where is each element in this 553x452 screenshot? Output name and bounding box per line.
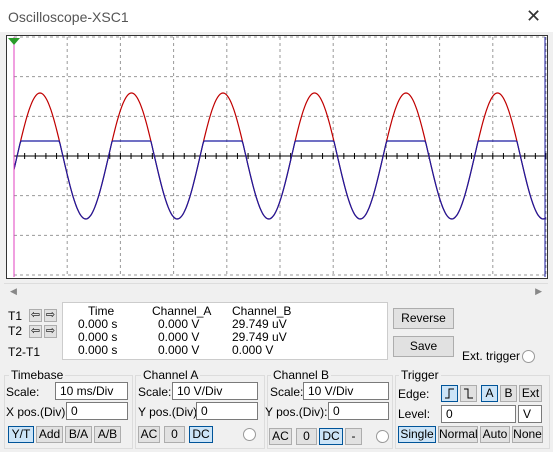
source-button[interactable]: B [500,385,517,402]
ext-trigger-radio[interactable] [522,350,535,363]
source-button[interactable]: A [481,385,498,402]
edge-rising[interactable] [441,385,458,402]
coupling-button[interactable]: 0 [164,426,185,443]
coupling-button[interactable]: DC [189,426,213,443]
readout-value: 0.000 V [158,317,200,331]
readout-value: 0.000 V [232,343,274,357]
readout-value: 29.749 uV [232,317,287,331]
cursor-label: T1 [8,309,23,323]
group-title: Channel A [141,368,201,382]
coupling-button[interactable]: - [345,428,362,445]
coupling-button[interactable]: AC [269,428,292,445]
column-header: Channel_A [152,304,212,318]
trigger-mode[interactable]: Normal [438,426,478,443]
readout-value: 0.000 s [78,317,118,331]
scrollbar[interactable]: ◀ ▶ [4,283,548,298]
level-unit[interactable]: V [518,405,542,423]
field-label: Scale: [270,385,304,399]
field-label: Y pos.(Div): [138,405,201,419]
source-button[interactable]: Ext [519,385,542,402]
readout-value: 29.749 uV [232,330,287,344]
coupling-button[interactable]: AC [138,426,160,443]
ext-trigger-label: Ext. trigger [462,349,521,363]
group-box [395,375,550,449]
channel-radio[interactable] [376,430,389,443]
cursor-label: T2-T1 [8,345,41,359]
xpos-input[interactable]: 0 [66,402,128,420]
scope-screen [6,35,548,279]
mode-button[interactable]: Y/T [8,426,34,443]
field-label: Scale: [138,385,172,399]
coupling-button[interactable]: 0 [296,428,317,445]
mode-button[interactable]: A/B [94,426,121,443]
field-label: Y pos.(Div): [265,405,328,419]
readout-value: 0.000 V [158,343,200,357]
channel-b-trace [13,140,547,220]
scale-input[interactable]: 10 V/Div [172,382,258,400]
scale-input[interactable]: 10 ms/Div [55,382,128,400]
screen-border [6,35,548,279]
readout-table [62,302,388,360]
readout-value: 0.000 V [158,330,200,344]
cursor-left[interactable]: ⇦ [29,325,42,338]
trigger-mode[interactable]: None [512,426,543,443]
group-title: Timebase [9,368,66,382]
field-label: Level: [398,407,431,421]
close-button[interactable]: ✕ [526,6,542,26]
ypos-input[interactable]: 0 [328,402,389,420]
edge-falling[interactable] [460,385,477,402]
field-label: Edge: [398,387,430,401]
readout-value: 0.000 s [78,343,118,357]
cursor-handle [8,38,20,45]
group-title: Channel B [271,368,332,382]
level-input[interactable]: 0 [441,405,516,423]
cursor-right[interactable]: ⇨ [44,309,57,322]
save-button[interactable]: Save [393,336,454,357]
cursor-label: T2 [8,324,23,338]
ypos-input[interactable]: 0 [196,402,258,420]
scale-input[interactable]: 10 V/Div [303,382,389,400]
field-label: Scale: [6,385,40,399]
column-header: Channel_B [232,304,292,318]
group-box [4,375,133,449]
cursor-left[interactable]: ⇦ [29,309,42,322]
cursor-right[interactable]: ⇨ [44,325,57,338]
readout-value: 0.000 s [78,330,118,344]
reverse-button[interactable]: Reverse [393,308,454,329]
trigger-mode[interactable]: Auto [480,426,510,443]
column-header: Time [88,304,115,318]
coupling-button[interactable]: DC [319,428,343,445]
mode-button[interactable]: B/A [65,426,92,443]
field-label: X pos.(Div): [6,405,69,419]
mode-button[interactable]: Add [36,426,63,443]
group-title: Trigger [399,368,441,382]
trigger-mode[interactable]: Single [398,426,436,443]
title-bar [0,0,553,32]
channel-radio[interactable] [243,428,256,441]
window-title: Oscilloscope-XSC1 [8,9,129,25]
